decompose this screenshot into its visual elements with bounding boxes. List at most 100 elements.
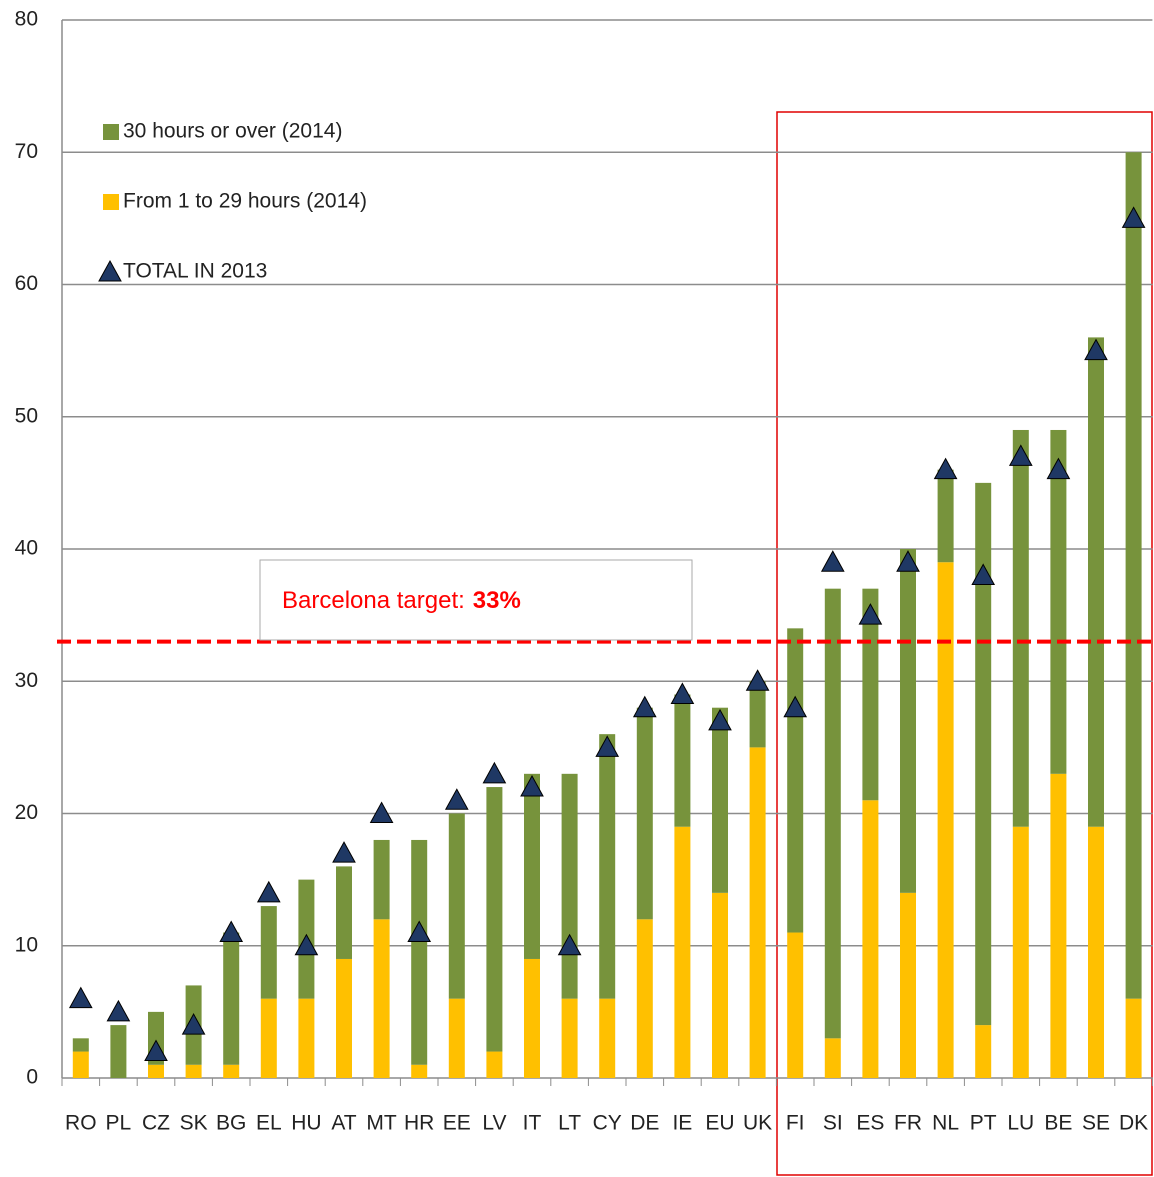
legend-marker [98,259,122,282]
target-label: Barcelona target: [282,587,465,614]
bar-segment [787,932,804,1078]
bar-segment [900,549,916,893]
bar-segment [937,562,954,1078]
total-marker [858,603,883,625]
bar-segment [373,919,390,1078]
x-tick-label: AT [331,1112,356,1135]
legend-label: 30 hours or over (2014) [123,120,342,143]
total-marker [106,999,131,1022]
x-tick-label: MT [366,1112,396,1135]
total-marker [68,986,93,1009]
total-marker [369,801,394,823]
bar-segment [824,1038,841,1078]
total-marker [332,841,356,863]
bar-segment [223,1064,240,1078]
bar-segment [749,681,766,748]
total-marker [1008,444,1033,466]
x-tick-label: LT [558,1112,581,1135]
y-tick-label: 40 [15,537,38,560]
total-marker [708,708,732,731]
bar-segment [448,998,465,1078]
x-tick-label: BE [1044,1112,1072,1135]
bar-segment [862,800,879,1078]
target-text: Barcelona target: 33% [282,587,521,614]
x-tick-label: IT [523,1112,542,1135]
total-marker [820,550,845,572]
bar-segment [1050,773,1067,1078]
x-tick-label: HR [404,1112,434,1135]
bar-segment [411,1064,428,1078]
bar-segment [486,787,503,1052]
x-tick-label: DK [1119,1112,1148,1135]
total-marker [1084,338,1108,361]
bar-segment [373,839,390,920]
bar-segment [900,892,916,1078]
x-tick-label: FI [786,1112,805,1135]
x-tick-label: FR [894,1112,922,1135]
bar-segment [749,747,766,1078]
bar-segment [674,826,691,1078]
bar-segment [1050,429,1067,774]
total-marker [896,550,920,572]
bar-segment [524,773,540,959]
legend-label: TOTAL IN 2013 [123,260,267,283]
x-tick-label: NL [932,1112,959,1135]
y-tick-label: 70 [15,140,38,163]
bar-segment [411,839,428,1065]
x-tick-label: LU [1007,1112,1034,1135]
total-marker [144,1039,168,1062]
total-marker [256,880,281,903]
x-tick-label: EL [256,1112,282,1135]
legend-swatch [103,124,119,140]
y-tick-label: 60 [15,272,38,295]
bar-segment [72,1051,89,1078]
x-tick-label: LV [482,1112,506,1135]
bar-segment [975,1025,992,1078]
bar-segment [148,1064,164,1078]
bar-segment [674,694,691,827]
bar-segment [824,588,841,1039]
total-marker [670,682,695,704]
target-box [259,559,693,641]
bar-segment [636,707,653,920]
y-tick-label: 10 [15,933,38,956]
total-marker [294,933,319,956]
bar-segment [561,773,578,999]
bar-segment [636,919,653,1078]
total-marker [783,695,808,718]
x-tick-label: HU [291,1112,321,1135]
bar-segment [712,892,728,1078]
bar-segment [524,958,540,1078]
bar-segment [336,866,352,959]
total-marker [444,788,469,810]
total-marker [557,933,582,956]
bar-segment [298,998,315,1078]
y-tick-label: 20 [15,801,38,824]
bar-segment [1088,826,1104,1078]
bar-segment [937,469,954,563]
bar-segment [1012,429,1029,827]
bar-segment [260,998,277,1078]
bar-segment [1125,998,1142,1078]
x-tick-label: IE [672,1112,692,1135]
total-marker [482,761,507,784]
bar-segment [1125,152,1142,999]
bar-segment [336,958,352,1078]
bar-segment [1012,826,1029,1078]
target-value-label: 33% [473,587,521,614]
total-marker [181,1013,206,1035]
x-tick-label: UK [743,1112,772,1135]
x-tick-label: PL [106,1112,132,1135]
x-tick-label: EE [443,1112,471,1135]
legend-label: From 1 to 29 hours (2014) [123,190,367,213]
bar-segment [223,932,240,1065]
bar-segment [486,1051,503,1078]
total-marker [520,775,544,797]
x-tick-label: ES [856,1112,884,1135]
total-marker [1046,457,1071,480]
total-marker [407,920,432,943]
total-marker [595,735,620,757]
y-tick-label: 30 [15,669,38,692]
x-tick-label: RO [65,1112,97,1135]
